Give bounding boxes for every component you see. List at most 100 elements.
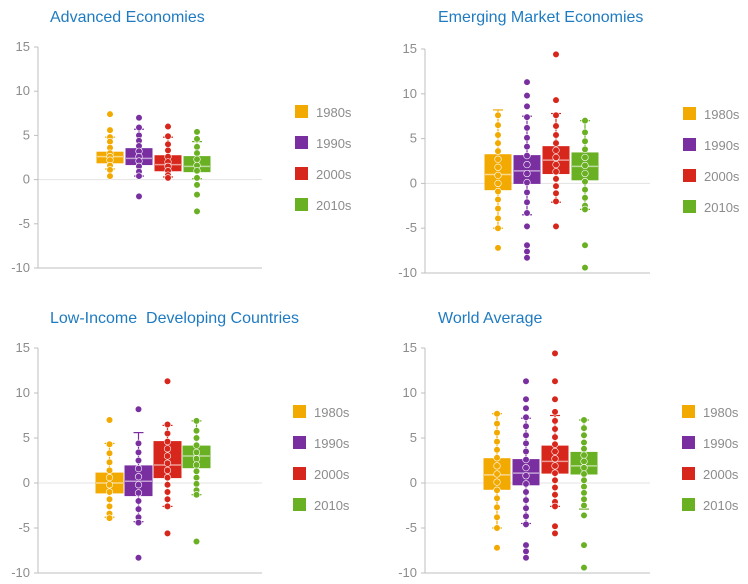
data-point [552,175,560,183]
data-point [523,134,531,142]
legend-swatch [682,405,695,418]
data-point [552,146,560,154]
data-point [192,467,201,475]
data-point [581,169,589,178]
data-point [552,131,560,139]
data-point [134,448,143,457]
data-point [193,155,201,163]
data-point [135,123,143,132]
data-point [522,512,530,520]
data-point [523,91,531,100]
data-point [193,191,201,199]
data-point [523,241,531,249]
data-point [581,205,589,213]
legend-swatch [295,167,308,180]
data-point [135,192,143,200]
data-point [164,122,172,131]
data-point [523,160,531,169]
data-point [581,153,589,162]
data-point [494,163,502,171]
data-point [164,146,172,155]
data-point [523,78,531,86]
data-point [163,488,172,496]
data-point [493,486,501,494]
data-point [193,135,201,143]
y-tick-label: 0 [410,475,417,490]
data-point [192,537,201,546]
data-point [580,511,588,520]
data-point [551,417,559,425]
data-point [551,491,559,499]
data-point [494,111,502,119]
data-point [522,520,530,529]
data-point [106,166,114,174]
y-tick-label: 5 [410,131,417,146]
data-point [493,494,501,502]
data-point [163,459,172,467]
data-point [493,544,501,552]
data-point [134,473,143,481]
data-point [551,408,559,416]
data-point [163,429,172,438]
data-point [551,447,559,456]
data-point [552,139,560,147]
panel-title: Low-Income Developing Countries [50,310,299,327]
data-point [105,495,114,503]
panel-low-income-developing-countries: Low-Income Developing Countries -10 -5 0 5 1… [11,310,350,580]
data-point [551,377,559,385]
data-point [135,114,143,122]
legend-label: 1980s [703,405,739,420]
data-point [134,518,143,527]
data-point [523,152,531,160]
data-point [551,469,559,477]
data-point [580,424,588,432]
data-point [493,454,501,462]
data-point [551,529,559,538]
data-point [105,488,114,496]
data-point [522,439,530,448]
data-point [164,140,172,148]
data-point [552,96,560,104]
legend-swatch [683,169,696,182]
data-point [163,377,172,385]
y-tick-label: 10 [403,86,417,101]
data-point [580,457,588,466]
data-point [494,155,502,163]
data-point [193,143,201,151]
data-point [493,410,501,418]
data-point [523,209,531,217]
data-point [164,174,172,182]
y-tick-label: 5 [23,127,30,142]
data-point [494,131,502,139]
data-point [552,222,560,231]
data-point [522,488,530,496]
data-point [522,447,530,456]
data-point [551,349,559,358]
data-point [552,168,560,176]
data-point [105,466,114,475]
data-point [581,264,589,272]
data-point [105,502,114,511]
legend-swatch [293,405,306,418]
data-point [134,465,143,473]
data-point [551,522,559,530]
data-point [134,481,143,489]
data-point [580,445,588,453]
data-point [523,247,531,256]
data-point [523,222,531,231]
data-point [134,489,143,497]
data-point [522,480,530,488]
data-point [552,189,560,197]
data-point [193,174,201,182]
data-point [580,563,588,572]
y-tick-label: -5 [405,220,417,235]
data-point [522,554,530,562]
data-point [494,121,502,129]
legend-label: 2000s [704,169,740,184]
data-point [106,172,114,180]
data-point [522,404,530,412]
legend-swatch [683,107,696,120]
data-point [106,126,114,134]
legend-label: 1980s [316,105,352,120]
data-point [581,178,589,186]
